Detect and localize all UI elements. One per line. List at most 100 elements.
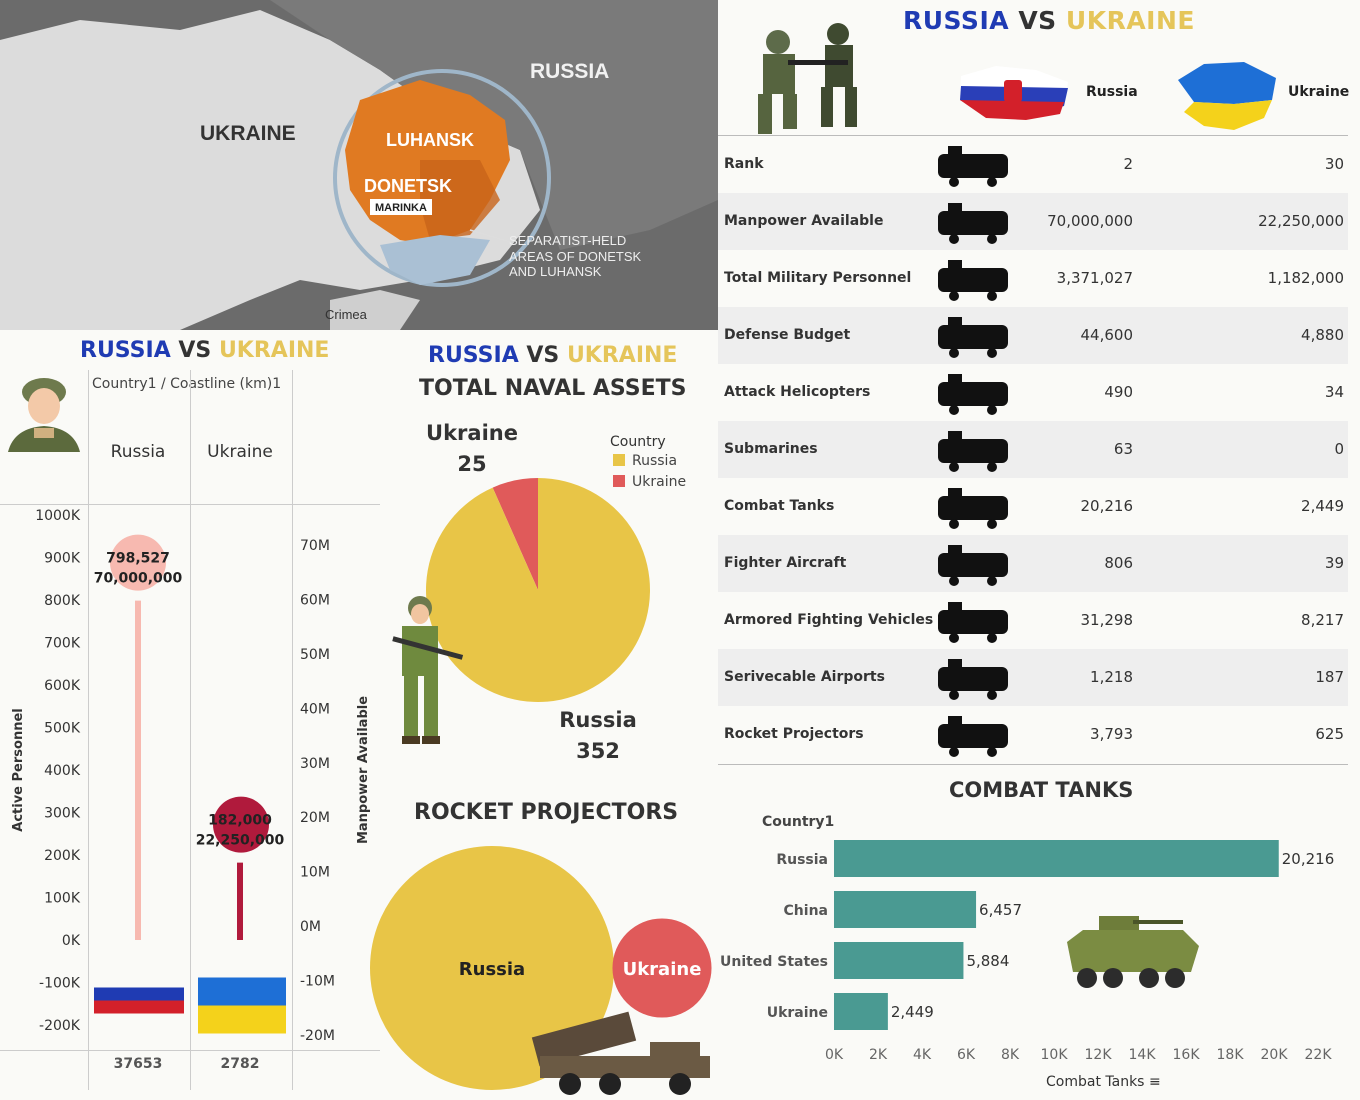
lollipop-head [213,796,269,853]
x-tick-label: 4K [913,1047,932,1063]
row-label: Combat Tanks [724,498,835,514]
row-value-ukraine: 30 [1324,155,1344,173]
col-divider-1 [88,370,89,1090]
x-tick-label: 16K [1173,1047,1201,1063]
tanks-title: COMBAT TANKS [949,778,1134,802]
row-value-russia: 63 [1113,440,1133,458]
bar [834,942,964,979]
y-tick-label: 300K [44,806,81,822]
row-label: Attack Helicopters [724,384,871,400]
pie-slice [492,478,538,590]
map-label-separatist-3: AND LUHANSK [509,264,602,279]
map-graphic: UKRAINE RUSSIA LUHANSK DONETSK MARINKA S… [0,0,718,330]
row-value-russia: 70,000,000 [1047,212,1133,230]
row-value-russia: 31,298 [1080,611,1134,629]
lollipop-title-vs: VS [178,338,212,363]
y-tick-label: 400K [44,763,81,779]
row-value-ukraine: 34 [1324,383,1344,401]
lollipop-title: RUSSIA VS UKRAINE [80,338,329,363]
legend-title: Country [610,434,666,450]
category-label: Russia [111,442,166,462]
russia-flag-map-icon [960,66,1068,120]
ukraine-flag-map-icon [1178,62,1276,130]
ukraine-flag-stripe [198,1005,286,1034]
naval-title: RUSSIA VS UKRAINE [428,343,677,368]
row-value-russia: 20,216 [1080,497,1134,515]
y-tick-label: 0K [62,933,81,949]
row-value-ukraine: 187 [1315,668,1344,686]
table-title: RUSSIA VS UKRAINE [903,6,1195,35]
soldiers-silhouette-icon [938,203,1008,244]
y2-tick-label: 60M [300,592,330,608]
map-label-separatist-1: SEPARATIST-HELD [509,233,626,248]
row-label: Serivecable Airports [724,669,885,685]
title-russia: RUSSIA [903,6,1010,35]
y2-tick-label: 10M [300,865,330,881]
y-tick-label: 200K [44,848,81,864]
tanks-dim-label: Country1 [762,814,835,830]
footer-divider [0,1050,380,1051]
y-axis-label: Active Personnel [11,708,26,831]
y2-axis-label: Manpower Available [356,696,371,844]
soldier-avatar-icon [8,378,80,452]
lollipop-header: Country1 / Coastline (km)1 [92,376,282,392]
row-value-ukraine: 39 [1324,554,1344,572]
budget-officer-icon [938,317,1008,358]
table-row: Rank 2 30 [718,136,1348,193]
lollipop-title-ukraine: UKRAINE [218,338,330,363]
row-label: Rank [724,156,764,172]
map-label-marinka: MARINKA [375,202,427,214]
rank-chevron-icon [938,146,1008,187]
rocket-launcher-truck-icon [531,1011,710,1095]
row-label: Manpower Available [724,213,884,229]
y-tick-label: 500K [44,721,81,737]
title-ukraine: UKRAINE [1065,6,1195,35]
x-tick-label: 2K [869,1047,888,1063]
naval-pie-chart: Ukraine 25 Russia 352 Country Russia Ukraine [426,421,686,763]
bubble-label: Russia [459,959,525,980]
y-tick-label: 900K [44,551,81,567]
bar-category-label: Russia [776,852,828,868]
y2-tick-label: 0M [300,919,321,935]
x-tick-label: 8K [1001,1047,1020,1063]
data-label-active: 182,000 [208,813,272,829]
bar-value-label: 20,216 [1282,850,1335,868]
tanks-divider [718,764,1348,765]
row-value-russia: 806 [1104,554,1133,572]
fighter-jet-icon [938,545,1008,586]
y-tick-label: -100K [39,976,81,992]
x-tick-label: 22K [1305,1047,1333,1063]
coastline-ukraine: 2782 [221,1056,260,1072]
y2-tick-label: 30M [300,756,330,772]
rocket-launcher-icon [938,716,1008,757]
row-value-russia: 1,218 [1090,668,1133,686]
bar-category-label: Ukraine [767,1005,828,1021]
naval-title-ukraine: UKRAINE [566,343,678,368]
y2-tick-label: -10M [300,974,335,990]
bar [834,993,888,1030]
col-header-ukraine: Ukraine [1288,84,1350,100]
y2-tick-label: 40M [300,701,330,717]
table-row: Armored Fighting Vehicles 31,298 8,217 [718,592,1348,649]
row-value-ukraine: 1,182,000 [1267,269,1344,287]
col-header-russia: Russia [1086,84,1138,100]
naval-panel: RUSSIA VS UKRAINE TOTAL NAVAL ASSETS Ukr… [380,330,718,790]
map-label-crimea: Crimea [325,307,368,322]
helicopter-icon [938,374,1008,415]
coastline-russia: 37653 [114,1056,163,1072]
y2-tick-label: 50M [300,647,330,663]
x-tick-label: 12K [1085,1047,1113,1063]
col-divider-3 [292,370,293,1090]
pie-label-ukraine: Ukraine [426,421,518,445]
table-row: Total Military Personnel 3,371,027 1,182,0… [718,250,1348,307]
table-header: RUSSIA VS UKRAINE Russia Ukraine [718,0,1360,136]
soldiers-fight-icon [758,23,857,134]
sort-icon[interactable]: ≡ [1148,1074,1161,1090]
bar-value-label: 2,449 [891,1003,934,1021]
y-tick-label: 800K [44,593,81,609]
data-label-manpower: 22,250,000 [196,833,285,849]
x-tick-label: 20K [1261,1047,1289,1063]
col-divider-2 [190,370,191,1090]
bar-value-label: 6,457 [979,901,1022,919]
y-tick-label: 600K [44,678,81,694]
